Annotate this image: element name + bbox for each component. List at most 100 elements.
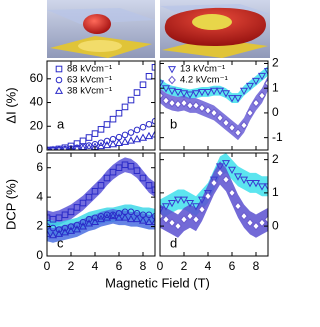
marker — [252, 98, 260, 108]
marker — [185, 199, 195, 208]
marker — [197, 89, 207, 97]
marker — [139, 123, 147, 131]
legend-marker — [167, 66, 177, 74]
x-tick-label: 2 — [68, 259, 75, 273]
marker — [144, 217, 154, 226]
marker — [174, 221, 182, 231]
marker — [239, 176, 249, 185]
marker — [160, 91, 164, 100]
y-tick-label: 2 — [272, 56, 279, 70]
marker — [168, 218, 176, 228]
x-tick-label: 0 — [157, 259, 164, 273]
marker — [234, 128, 242, 138]
marker — [215, 87, 225, 96]
marker — [97, 139, 105, 147]
marker — [258, 91, 266, 100]
marker — [67, 208, 75, 216]
y-tick-label: 4 — [36, 189, 43, 203]
marker — [233, 173, 243, 181]
marker — [264, 215, 268, 224]
plot-area — [160, 153, 268, 238]
marker — [222, 118, 230, 128]
marker — [73, 144, 81, 150]
legend-label: 4.2 kVcm⁻¹ — [180, 75, 228, 86]
marker — [150, 130, 155, 138]
plot-area — [160, 65, 268, 141]
marker — [198, 103, 206, 113]
marker — [102, 213, 112, 221]
marker — [198, 205, 206, 214]
marker — [102, 140, 112, 149]
marker — [138, 216, 148, 224]
marker — [263, 67, 268, 76]
marker — [115, 210, 123, 217]
marker — [168, 98, 176, 108]
marker — [66, 226, 76, 234]
error-band — [160, 65, 268, 104]
marker — [173, 196, 183, 204]
render-left — [47, 0, 155, 58]
marker — [132, 214, 142, 223]
legend-label: 63 kVcm⁻¹ — [67, 75, 112, 86]
marker — [79, 143, 87, 150]
marker — [246, 218, 254, 228]
marker — [227, 166, 237, 175]
marker — [132, 134, 142, 143]
x-tick-label: 6 — [229, 259, 236, 273]
marker — [227, 95, 237, 103]
marker — [257, 72, 267, 81]
marker — [109, 115, 117, 123]
marker — [91, 214, 99, 222]
marker — [114, 213, 124, 221]
y-axis-label: ΔI (%) — [3, 87, 18, 123]
marker — [162, 215, 170, 224]
marker — [186, 211, 194, 221]
marker — [191, 90, 201, 98]
marker — [109, 135, 117, 143]
marker — [251, 77, 261, 86]
marker — [145, 120, 153, 128]
marker — [145, 73, 153, 80]
legend-label: 88 kVcm⁻¹ — [67, 64, 112, 75]
marker — [263, 183, 268, 191]
marker — [47, 229, 52, 237]
marker — [96, 214, 106, 223]
marker — [91, 130, 99, 137]
x-tick-label: 0 — [44, 259, 51, 273]
y-tick-label: 20 — [30, 118, 44, 132]
marker — [49, 224, 57, 232]
x-tick-label: 8 — [140, 259, 147, 273]
marker — [180, 98, 188, 108]
marker — [179, 90, 189, 98]
x-tick-label: 4 — [92, 259, 99, 273]
marker — [56, 145, 62, 150]
marker — [234, 201, 242, 211]
marker — [133, 126, 141, 134]
marker — [62, 145, 68, 150]
marker — [85, 143, 93, 150]
marker — [228, 123, 236, 133]
marker — [144, 131, 154, 140]
marker — [127, 129, 135, 136]
marker — [160, 211, 164, 221]
marker — [60, 228, 70, 236]
marker — [114, 138, 124, 147]
marker — [120, 137, 130, 145]
marker — [139, 81, 147, 89]
panel-label: c — [57, 235, 64, 250]
marker — [245, 82, 255, 91]
y-tick-label: 0 — [36, 248, 43, 262]
marker — [246, 108, 254, 118]
marker — [127, 162, 135, 170]
marker — [85, 193, 93, 201]
marker — [209, 176, 219, 185]
marker — [162, 96, 170, 105]
marker — [222, 175, 230, 184]
marker — [126, 136, 136, 144]
plot-area — [47, 157, 155, 243]
error-band — [160, 75, 268, 141]
marker — [264, 78, 268, 88]
y-tick-label: -1 — [272, 130, 283, 144]
marker — [204, 191, 212, 201]
marker — [161, 203, 171, 211]
